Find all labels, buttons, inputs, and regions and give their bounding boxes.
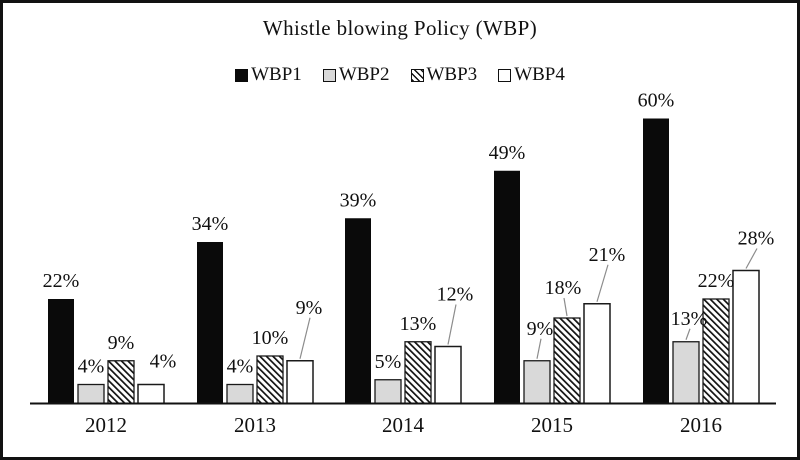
bar-value-label: 9% bbox=[108, 332, 135, 354]
bar-value-label: 9% bbox=[527, 318, 554, 340]
bar-value-label: 12% bbox=[437, 284, 474, 306]
bar-wbp1-2016 bbox=[643, 118, 669, 404]
label-leader-line bbox=[447, 304, 457, 345]
chart-legend: WBP1 WBP2 WBP3 WBP4 bbox=[3, 64, 797, 86]
chart-title: Whistle blowing Policy (WBP) bbox=[262, 16, 538, 40]
label-leader-line bbox=[563, 297, 568, 317]
bar-wbp4-2014 bbox=[434, 345, 462, 405]
legend-item-wbp2: WBP2 bbox=[322, 64, 390, 86]
bar-wbp1-2014 bbox=[345, 218, 371, 404]
bar-wbp4-2016 bbox=[732, 269, 760, 405]
bar-wbp4-2013 bbox=[286, 360, 314, 405]
label-leader-line bbox=[745, 248, 758, 269]
bar-wbp3-2014 bbox=[404, 341, 432, 405]
bar-wbp1-2012 bbox=[48, 299, 74, 404]
bar-value-label: 49% bbox=[489, 142, 526, 164]
legend-item-wbp1: WBP1 bbox=[235, 64, 302, 86]
bar-value-label: 21% bbox=[589, 244, 626, 266]
bar-value-label: 22% bbox=[698, 270, 735, 292]
bar-value-label: 39% bbox=[340, 189, 377, 211]
label-leader-line bbox=[536, 338, 542, 359]
legend-swatch-hatch-icon bbox=[410, 68, 424, 82]
bar-value-label: 28% bbox=[738, 228, 775, 250]
bar-wbp2-2013 bbox=[226, 383, 254, 405]
bar-chart-plot: 22% 34% 39% 49% 60% 4% 4% 5% 9% 13% 9% 10% 13% 18% 22%… bbox=[30, 90, 776, 437]
legend-label-wbp4: WBP4 bbox=[514, 64, 565, 85]
bar-wbp3-2012 bbox=[107, 360, 135, 405]
bar-wbp3-2015 bbox=[553, 317, 581, 405]
legend-label-wbp1: WBP1 bbox=[251, 64, 302, 85]
x-axis-tick-label: 2016 bbox=[680, 413, 722, 437]
bar-wbp4-2015 bbox=[583, 303, 611, 405]
bar-wbp1-2013 bbox=[197, 242, 223, 404]
bar-value-label: 9% bbox=[296, 297, 323, 319]
bar-value-label: 5% bbox=[375, 351, 402, 373]
bar-value-label: 18% bbox=[545, 277, 582, 299]
legend-item-wbp4: WBP4 bbox=[498, 64, 565, 86]
legend-item-wbp3: WBP3 bbox=[410, 64, 478, 86]
bar-value-label: 4% bbox=[150, 351, 177, 373]
bar-wbp2-2015 bbox=[523, 360, 551, 405]
legend-swatch-white-icon bbox=[498, 68, 512, 82]
bar-wbp3-2013 bbox=[256, 355, 284, 405]
label-leader-line bbox=[685, 328, 691, 340]
bar-value-label: 4% bbox=[227, 356, 254, 378]
label-leader-line bbox=[299, 317, 311, 359]
bar-value-label: 10% bbox=[252, 327, 289, 349]
bar-value-label: 34% bbox=[192, 213, 229, 235]
bar-value-label: 13% bbox=[671, 308, 708, 330]
x-axis-tick-label: 2013 bbox=[234, 413, 276, 437]
bar-value-label: 22% bbox=[43, 270, 80, 292]
x-axis-tick-label: 2015 bbox=[531, 413, 573, 437]
bar-wbp2-2014 bbox=[374, 379, 402, 405]
bar-wbp2-2012 bbox=[77, 383, 105, 405]
bar-wbp1-2015 bbox=[494, 170, 520, 404]
bar-value-label: 4% bbox=[78, 356, 105, 378]
legend-label-wbp3: WBP3 bbox=[426, 64, 478, 85]
bar-wbp4-2012 bbox=[137, 383, 165, 405]
label-leader-line bbox=[596, 264, 609, 302]
x-axis-tick-label: 2012 bbox=[85, 413, 127, 437]
bar-value-label: 60% bbox=[638, 90, 675, 112]
legend-swatch-gray-icon bbox=[322, 68, 336, 82]
legend-swatch-black-icon bbox=[235, 68, 249, 82]
bar-wbp2-2016 bbox=[672, 341, 700, 405]
bar-value-label: 13% bbox=[400, 313, 437, 335]
legend-label-wbp2: WBP2 bbox=[338, 64, 390, 85]
x-axis-tick-label: 2014 bbox=[382, 413, 425, 437]
